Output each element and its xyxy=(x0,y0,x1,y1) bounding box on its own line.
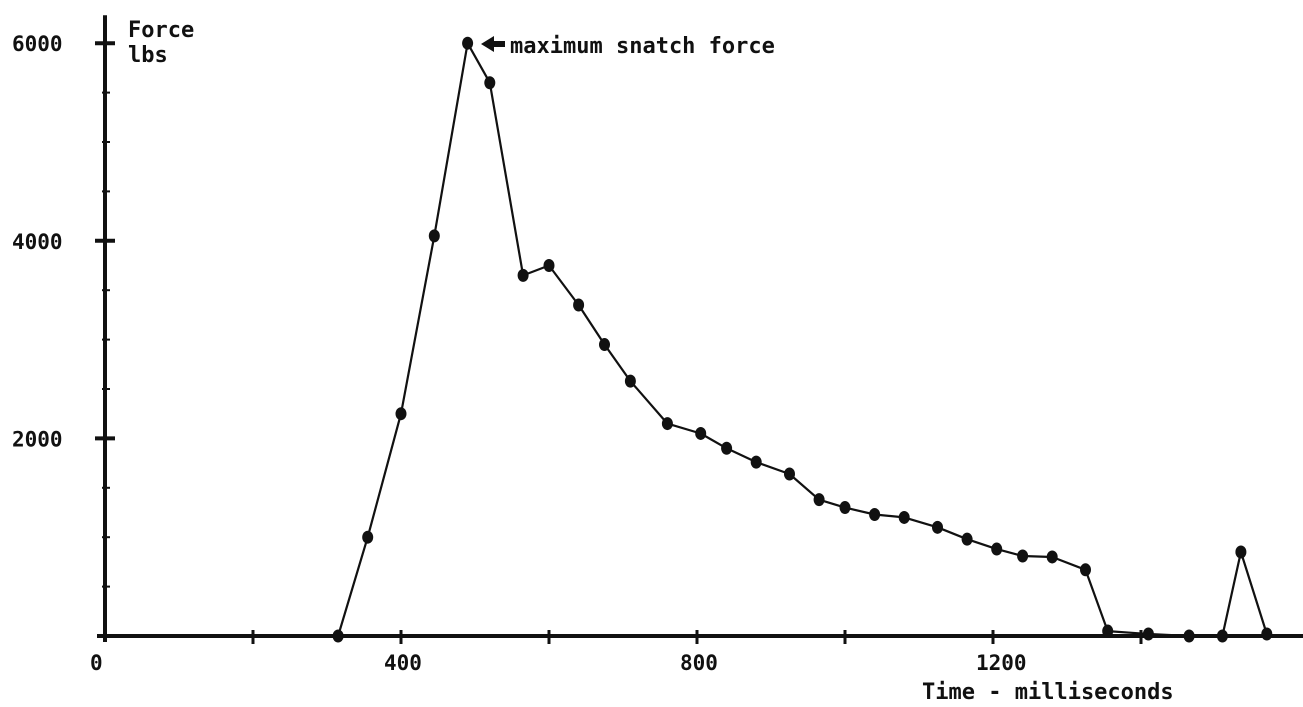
data-point xyxy=(543,259,555,272)
x-tick-label: 0 xyxy=(90,651,103,675)
y-axis-title-line-2: lbs xyxy=(128,43,168,68)
data-point xyxy=(991,542,1003,556)
data-point xyxy=(961,532,973,546)
data-point xyxy=(661,417,673,431)
data-point xyxy=(1183,629,1195,643)
data-point xyxy=(484,76,496,90)
y-tick-label: 2000 xyxy=(12,427,63,451)
data-point xyxy=(428,229,440,243)
x-tick-label: 1200 xyxy=(976,651,1027,675)
data-point xyxy=(932,520,943,534)
data-point xyxy=(784,467,795,481)
data-point xyxy=(1046,550,1058,564)
data-point xyxy=(624,374,636,388)
data-point xyxy=(573,298,585,312)
data-point xyxy=(599,338,610,352)
data-point xyxy=(395,407,407,421)
data-point xyxy=(869,507,881,521)
data-point xyxy=(839,501,851,515)
peak-annotation-label: maximum snatch force xyxy=(510,34,775,59)
data-point xyxy=(517,268,529,282)
data-point xyxy=(1080,563,1091,577)
data-point xyxy=(362,530,374,544)
x-tick-label: 400 xyxy=(384,651,422,675)
data-point xyxy=(1102,624,1114,638)
series-layer xyxy=(332,36,1273,643)
data-point xyxy=(813,493,825,507)
y-tick-label: 4000 xyxy=(12,230,63,254)
data-point xyxy=(695,426,707,440)
data-point xyxy=(1216,629,1228,643)
data-point xyxy=(750,455,762,469)
ticks: 2000 4000 6000 0 400 800 1200 xyxy=(12,32,1143,675)
data-point xyxy=(721,441,733,455)
series-line xyxy=(337,42,1268,638)
y-axis-title-line-1: Force xyxy=(128,18,194,43)
x-axis-title: Time - milliseconds xyxy=(922,680,1174,705)
y-tick-label: 6000 xyxy=(12,32,63,56)
data-point xyxy=(462,36,474,50)
data-point xyxy=(1017,549,1029,563)
data-point xyxy=(1261,627,1273,641)
labels-layer: Force lbs Time - milliseconds maximum sn… xyxy=(128,18,1174,705)
data-point xyxy=(1142,627,1154,641)
data-point xyxy=(332,629,344,643)
annotation-arrow xyxy=(481,36,505,52)
axes xyxy=(97,15,1303,642)
data-point xyxy=(898,510,910,524)
data-point xyxy=(1235,545,1247,559)
x-tick-label: 800 xyxy=(680,651,718,675)
